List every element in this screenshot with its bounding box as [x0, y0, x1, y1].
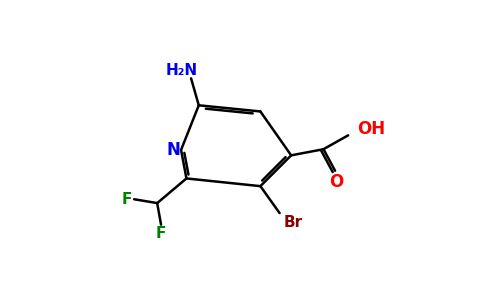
- Text: N: N: [166, 141, 181, 159]
- Text: Br: Br: [284, 215, 303, 230]
- Text: F: F: [121, 192, 132, 207]
- Text: OH: OH: [357, 120, 386, 138]
- Text: O: O: [330, 172, 344, 190]
- Text: F: F: [156, 226, 166, 242]
- Text: H₂N: H₂N: [166, 63, 198, 78]
